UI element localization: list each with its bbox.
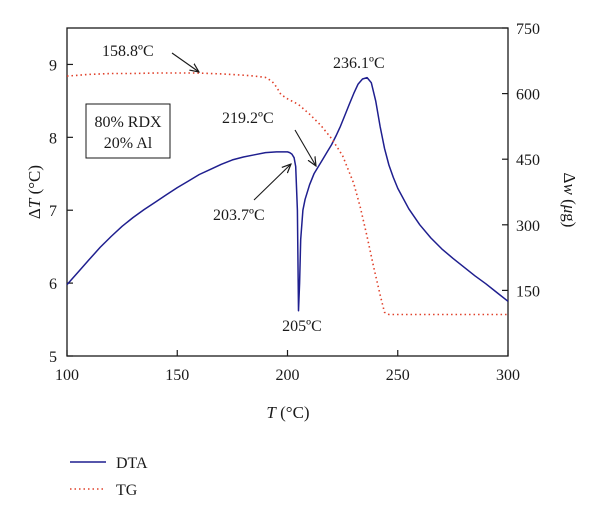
annotation-205: 205ºC [282, 318, 322, 335]
y-right-axis-label-var: w [560, 183, 579, 195]
sample-box-line-2: 20% Al [104, 135, 153, 152]
y-left-axis-label-unit: (°C) [25, 165, 44, 199]
annotation-158-8: 158.8ºC [102, 43, 154, 60]
sample-composition-box: 80% RDX 20% Al [85, 103, 171, 159]
legend-label-dta: DTA [116, 455, 148, 472]
y-left-tick-label-7: 7 [49, 203, 57, 220]
x-axis-label-unit: (°C) [276, 403, 310, 422]
y-left-tick-label-8: 8 [49, 130, 57, 147]
y-left-axis-label: ΔT (°C) [25, 165, 44, 219]
y-right-tick-label-600: 600 [516, 87, 540, 104]
y-right-axis-label-unit-open: ( [560, 195, 579, 205]
y-right-tick-label-150: 150 [516, 283, 540, 300]
y-left-tick-label-5: 5 [49, 349, 57, 366]
y-right-tick-label-300: 300 [516, 218, 540, 235]
y-left-axis-ticks: 5 6 7 8 9 [49, 57, 73, 366]
sample-box-line-1: 80% RDX [94, 114, 162, 131]
series-group [66, 72, 509, 316]
y-left-axis-label-prefix: Δ [25, 208, 44, 219]
series-line-dta [66, 76, 509, 312]
y-right-axis-ticks: 150 300 450 600 750 [502, 21, 540, 300]
y-right-tick-label-450: 450 [516, 152, 540, 169]
annotation-203-7: 203.7ºC [213, 207, 265, 224]
annotation-236-1: 236.1ºC [333, 55, 385, 72]
x-axis-ticks: 100 150 200 250 300 [55, 350, 520, 384]
legend: DTA TG [70, 455, 148, 499]
x-tick-label-300: 300 [496, 367, 520, 384]
y-left-axis-label-var: T [25, 197, 44, 208]
x-tick-label-150: 150 [165, 367, 189, 384]
x-axis-label-var: T [266, 403, 277, 422]
annotation-219-2: 219.2ºC [222, 110, 274, 127]
sample-box-frame [85, 103, 171, 159]
annotation-219-2-arrow [294, 129, 316, 166]
x-tick-label-100: 100 [55, 367, 79, 384]
y-right-axis-label-unit-mu: μ [560, 204, 579, 214]
y-right-axis-label-unit-close: g) [560, 213, 579, 227]
annotation-158-8-arrow [171, 52, 199, 72]
plot-frame [66, 27, 509, 357]
y-right-axis-label: Δw (μg) [560, 173, 579, 228]
x-axis-label: T (°C) [266, 403, 309, 422]
series-line-tg [66, 72, 508, 316]
y-right-axis-label-prefix: Δ [560, 173, 579, 184]
y-left-tick-label-9: 9 [49, 57, 57, 74]
legend-label-tg: TG [116, 482, 138, 499]
x-tick-label-200: 200 [276, 367, 300, 384]
y-right-tick-label-750: 750 [516, 21, 540, 38]
y-left-tick-label-6: 6 [49, 276, 57, 293]
x-tick-label-250: 250 [386, 367, 410, 384]
annotation-203-7-arrow [253, 164, 291, 201]
